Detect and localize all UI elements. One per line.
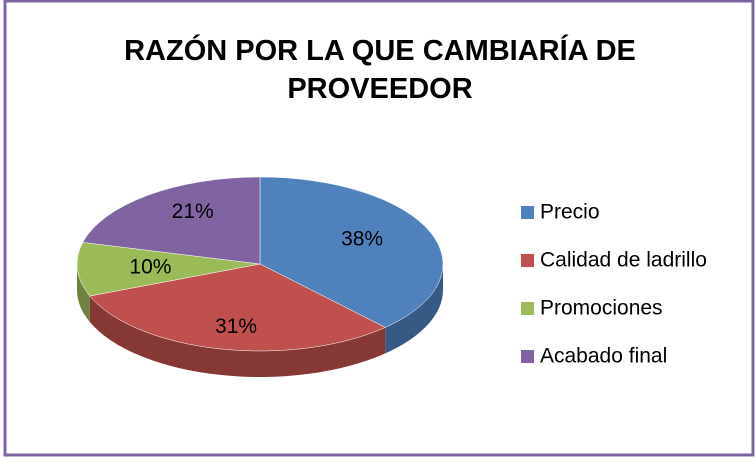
- chart-title: PROVEEDOR: [287, 73, 472, 105]
- data-label: 31%: [215, 315, 257, 338]
- legend-label: Acabado final: [540, 345, 667, 368]
- slice: [82, 176, 261, 265]
- slice: [89, 263, 386, 352]
- slice: [76, 242, 261, 297]
- slice-side: [77, 264, 90, 323]
- slice-side: [385, 264, 443, 354]
- chart-title: RAZÓN POR LA QUE CAMBIARÍA DE: [124, 33, 636, 67]
- data-label: 21%: [172, 200, 214, 223]
- data-label: 10%: [129, 256, 171, 279]
- slice-side: [89, 296, 386, 377]
- legend-swatch: [521, 206, 534, 219]
- slice: [259, 176, 444, 328]
- data-label: 38%: [341, 228, 383, 251]
- legend-swatch: [521, 302, 534, 315]
- legend-label: Calidad de ladrillo: [540, 249, 707, 272]
- legend-swatch: [521, 254, 534, 267]
- legend-label: Precio: [540, 201, 600, 224]
- legend-swatch: [521, 350, 534, 363]
- legend-label: Promociones: [540, 297, 663, 320]
